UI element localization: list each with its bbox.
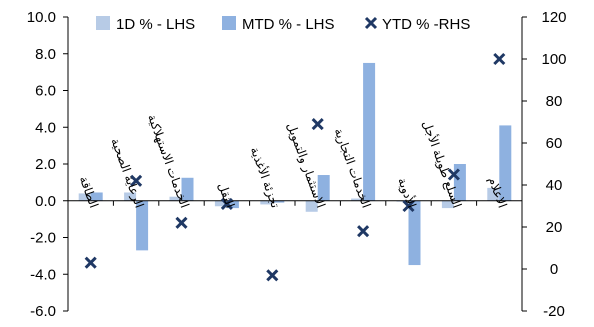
category-label: الاستثمار والتمويل	[283, 121, 328, 210]
category-label: الأدوية	[394, 175, 420, 210]
category-label: الخدمات الاستهلاكية	[145, 112, 192, 209]
ytd-marker	[266, 269, 279, 282]
bar-mtd	[181, 177, 194, 201]
bar-1d	[487, 187, 500, 201]
ytd-marker	[402, 199, 415, 213]
legend-label: MTD % - LHS	[242, 16, 335, 33]
right-axis: 120 100 80 60 40 20 0 -20	[521, 9, 567, 320]
category-label: الطاقة	[77, 174, 101, 209]
bar-mtd	[226, 200, 239, 209]
bar-mtd	[90, 192, 103, 201]
legend-label: 1D % - LHS	[116, 16, 195, 33]
legend-swatch-mtd	[222, 16, 236, 30]
bar-1d	[214, 200, 227, 207]
bar-1d	[78, 193, 91, 201]
right-tick-label: 0	[550, 261, 558, 278]
bar-1d	[124, 192, 137, 201]
bar-mtd	[363, 62, 376, 201]
bar-mtd	[136, 200, 149, 251]
left-tick-label: 0.0	[35, 193, 56, 210]
bar-1d	[305, 200, 318, 212]
bar-mtd	[317, 175, 330, 201]
left-tick-label: 4.0	[35, 119, 56, 136]
left-tick-label: -4.0	[30, 266, 56, 283]
left-tick-label: 8.0	[35, 46, 56, 63]
right-tick-label: 60	[546, 135, 563, 152]
ytd-marker	[357, 225, 370, 238]
bar-mtd	[408, 200, 421, 266]
bar-mtd	[499, 125, 512, 201]
bar-1d	[351, 198, 364, 201]
legend-label: YTD % -RHS	[382, 16, 470, 33]
left-tick-label: 10.0	[27, 9, 56, 26]
left-tick-label: 2.0	[35, 156, 56, 173]
ytd-marker	[220, 197, 233, 210]
right-tick-label: 40	[546, 177, 563, 194]
bar-1d	[441, 200, 454, 209]
ytd-marker	[84, 256, 97, 269]
left-tick-label: -6.0	[30, 303, 56, 320]
ytd-marker	[493, 52, 506, 66]
right-tick-label: -20	[543, 303, 565, 320]
right-tick-label: 20	[546, 219, 563, 236]
legend-ytd-marker	[364, 16, 378, 30]
ytd-marker	[311, 118, 324, 131]
right-tick-label: 100	[541, 51, 566, 68]
bar-1d	[260, 200, 273, 205]
plot-area	[67, 52, 523, 282]
left-tick-label: -2.0	[30, 230, 56, 247]
right-tick-label: 80	[546, 93, 563, 110]
legend: 1D % - LHS MTD % - LHS YTD % -RHS	[96, 16, 470, 33]
ytd-marker	[175, 216, 188, 229]
right-tick-label: 120	[541, 9, 566, 26]
bar-mtd	[272, 200, 285, 203]
left-axis: 10.0 8.0 6.0 4.0 2.0 0.0 -2.0 -4.0 -6.0	[27, 9, 69, 320]
ytd-marker	[130, 174, 143, 187]
legend-swatch-1d	[96, 16, 110, 30]
bar-1d	[169, 196, 182, 201]
left-tick-label: 6.0	[35, 83, 56, 100]
ytd-marker	[447, 168, 460, 181]
